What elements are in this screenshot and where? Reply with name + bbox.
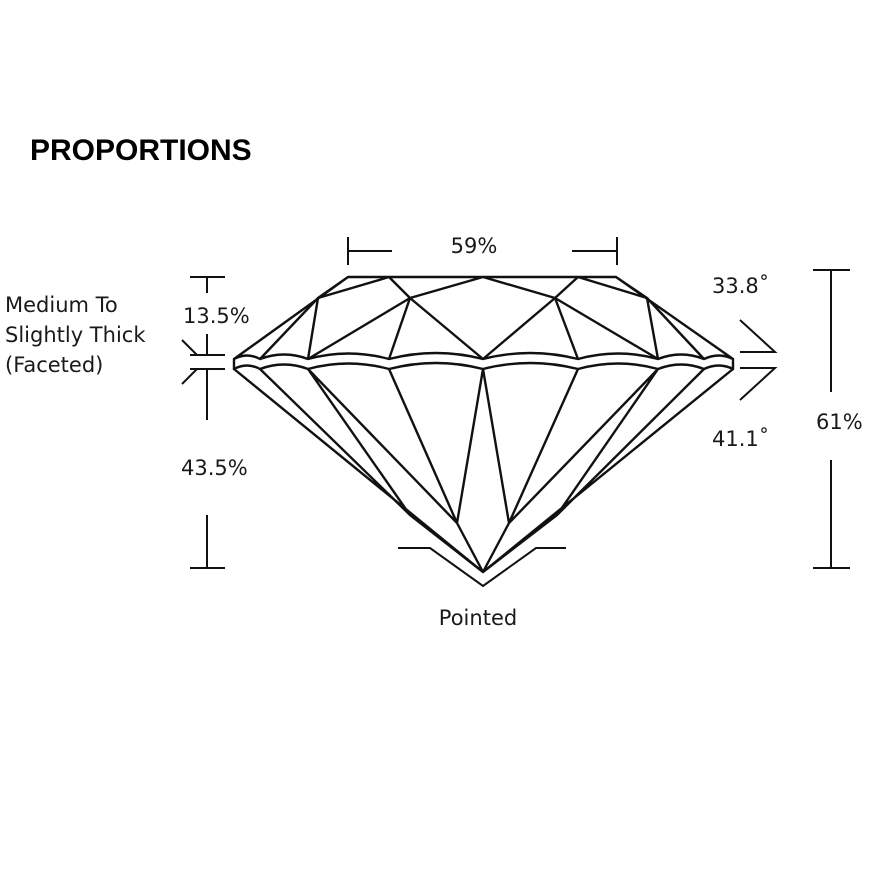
total-depth-label: 61% (816, 410, 863, 434)
table-dimension: 59% (347, 234, 618, 265)
crown-angle-indicator: 33.8˚ (712, 274, 778, 353)
crown-angle-label: 33.8˚ (712, 274, 769, 298)
girdle-label: Medium To Slightly Thick (Faceted) (5, 293, 146, 377)
culet-label: Pointed (439, 606, 517, 630)
pavilion-depth-dimension: 43.5% (181, 368, 248, 569)
girdle-label-line-3: (Faceted) (5, 353, 103, 377)
table-percent-label: 59% (451, 234, 498, 258)
pavilion-angle-indicator: 41.1˚ (712, 367, 778, 451)
crown-facets (232, 275, 735, 371)
page-title: PROPORTIONS (30, 134, 252, 167)
pavilion-facets (232, 361, 735, 574)
crown-height-dimension: 13.5% (181, 276, 250, 356)
pavilion-angle-label: 41.1˚ (712, 427, 769, 451)
girdle-label-line-2: Slightly Thick (5, 323, 146, 347)
diamond-outline (232, 275, 735, 574)
girdle-label-line-1: Medium To (5, 293, 118, 317)
culet-indicator: Pointed (398, 547, 566, 630)
total-depth-dimension: 61% (813, 269, 863, 569)
crown-height-label: 13.5% (183, 304, 250, 328)
pavilion-depth-label: 43.5% (181, 456, 248, 480)
